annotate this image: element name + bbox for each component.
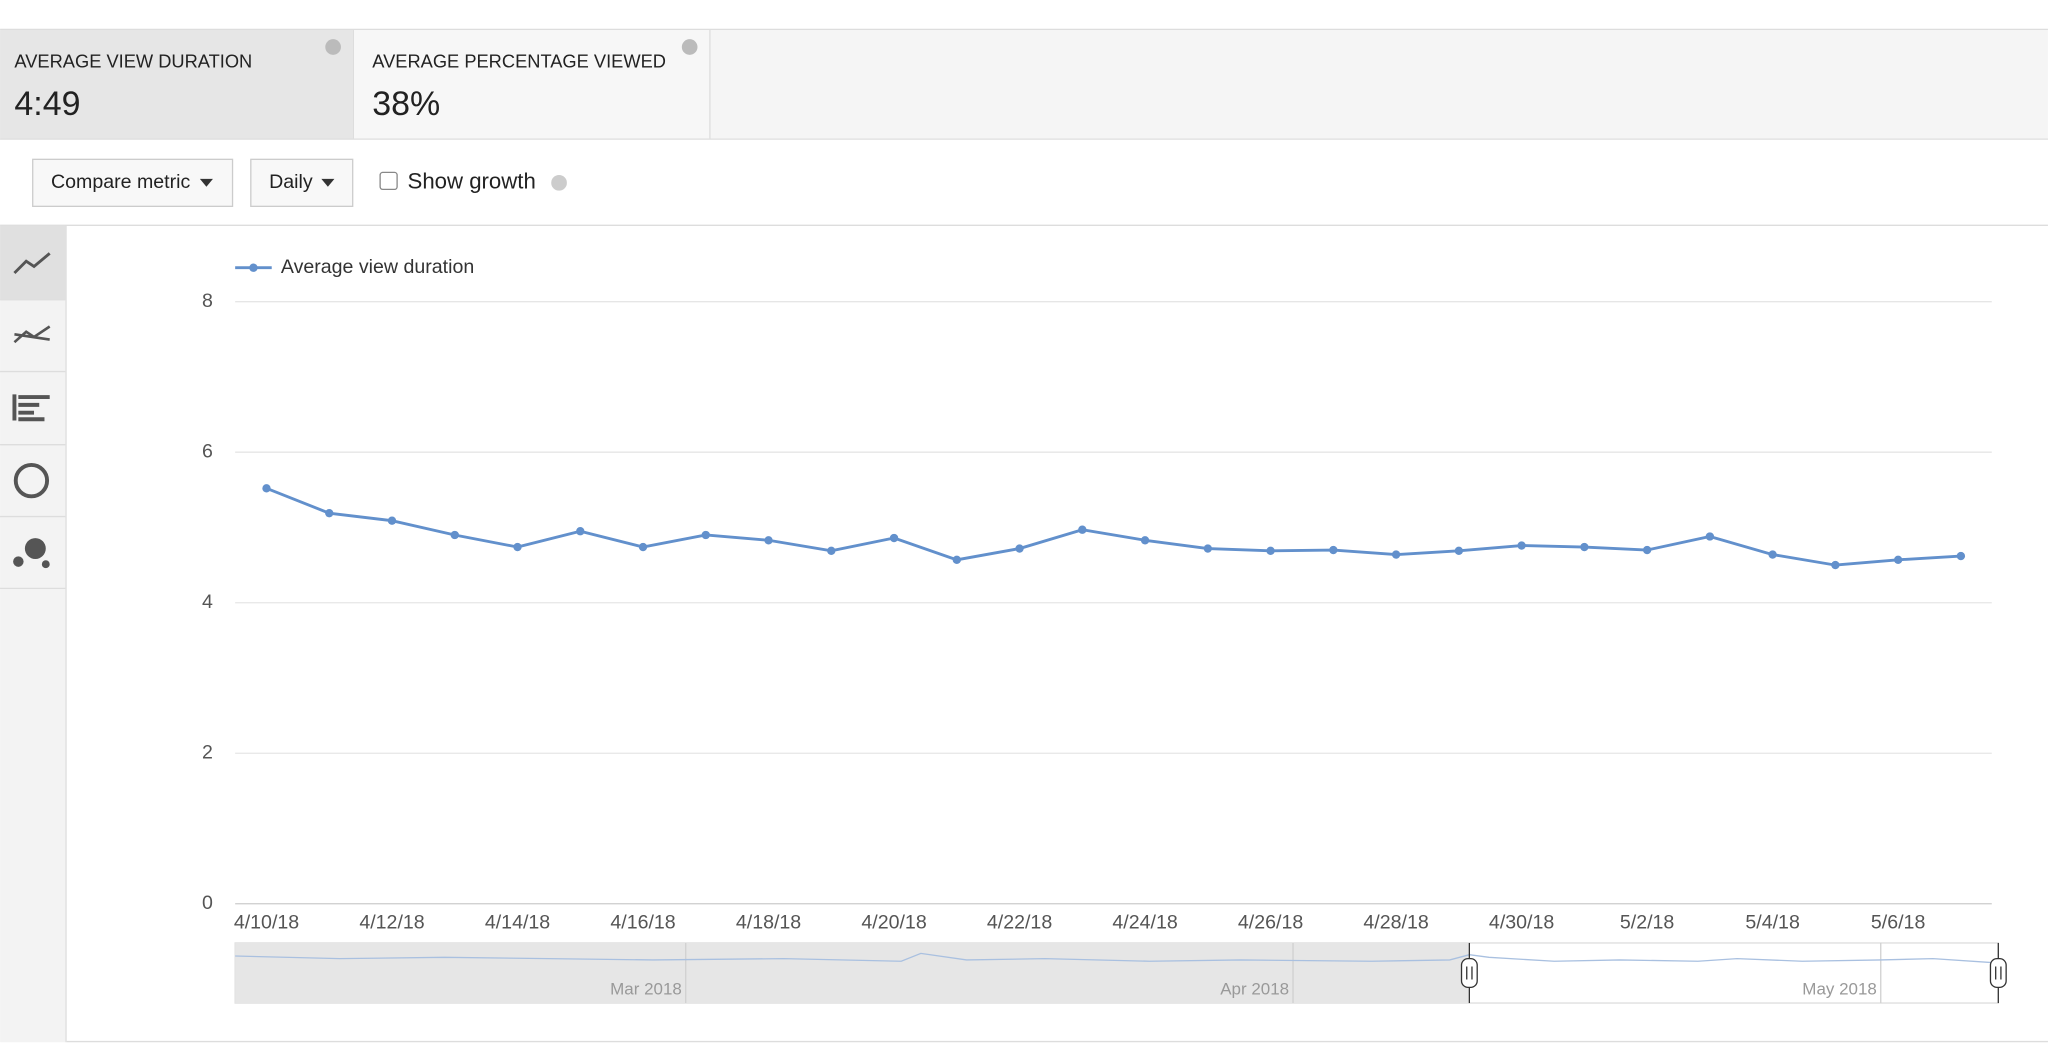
data-point bbox=[1140, 536, 1150, 545]
x-tick-label: 4/20/18 bbox=[861, 912, 926, 934]
navigator-trend bbox=[235, 952, 1992, 964]
top-strip bbox=[0, 0, 2048, 29]
data-point bbox=[513, 542, 522, 552]
metric-label: AVERAGE PERCENTAGE VIEWED bbox=[372, 51, 666, 72]
x-tick-label: 4/26/18 bbox=[1238, 912, 1303, 934]
help-icon[interactable] bbox=[681, 39, 698, 55]
navigator-label: May 2018 bbox=[1802, 979, 1877, 998]
data-point bbox=[1956, 551, 1966, 561]
metric-value: 38% bbox=[372, 85, 440, 123]
x-tick-label: 5/4/18 bbox=[1745, 912, 1800, 934]
icon-bubble[interactable] bbox=[13, 538, 50, 569]
x-tick-label: 5/2/18 bbox=[1620, 912, 1675, 934]
data-point bbox=[576, 527, 585, 536]
data-point bbox=[1329, 545, 1338, 555]
x-tick-label: 4/14/18 bbox=[485, 912, 550, 934]
navigator-label: Apr 2018 bbox=[1220, 979, 1289, 998]
x-tick-label: 4/16/18 bbox=[610, 912, 675, 934]
data-point bbox=[1768, 550, 1777, 559]
data-point bbox=[1642, 545, 1652, 555]
icon-map[interactable] bbox=[13, 462, 50, 499]
caret bbox=[321, 178, 335, 187]
metric-tab[interactable] bbox=[352, 30, 710, 139]
metric-tab-active[interactable] bbox=[0, 30, 353, 139]
legend-marker bbox=[249, 263, 258, 272]
sidebar-dividers bbox=[0, 299, 66, 590]
data-point bbox=[450, 530, 459, 540]
y-tick-label: 2 bbox=[202, 741, 213, 763]
legend-label: Average view duration bbox=[281, 256, 474, 278]
y-tick-label: 8 bbox=[202, 290, 213, 312]
x-tick-label: 4/12/18 bbox=[359, 912, 424, 934]
data-point bbox=[701, 530, 710, 540]
chart-type-line-active[interactable] bbox=[0, 225, 66, 300]
data-point bbox=[1705, 532, 1715, 541]
button-label: Daily bbox=[269, 171, 313, 193]
x-tick-label: 5/6/18 bbox=[1871, 912, 1926, 934]
help-icon[interactable] bbox=[551, 175, 567, 191]
data-point bbox=[1203, 544, 1213, 553]
navigator-label: Mar 2018 bbox=[610, 979, 682, 998]
x-tick-label: 4/28/18 bbox=[1363, 912, 1428, 934]
metric-value: 4:49 bbox=[14, 85, 80, 123]
y-tick-label: 0 bbox=[202, 892, 213, 914]
plot: 0 2 4 6 8 4/10/18 4/12/18 4/14/18 4/16/18 4/18/18… bbox=[202, 256, 1992, 934]
data-point bbox=[764, 536, 773, 545]
data-point bbox=[1266, 546, 1275, 555]
data-point bbox=[889, 533, 899, 543]
data-point bbox=[1580, 542, 1589, 552]
data-point bbox=[1015, 544, 1024, 553]
data-point bbox=[1078, 525, 1087, 534]
navigator-handle[interactable] bbox=[1989, 942, 2007, 1004]
growth-checkbox[interactable] bbox=[379, 171, 398, 191]
x-tick-label: 4/10/18 bbox=[234, 912, 299, 934]
x-tick-label: 4/18/18 bbox=[736, 912, 801, 934]
data-point bbox=[1391, 550, 1401, 559]
data-point bbox=[387, 516, 397, 525]
data-point bbox=[1517, 541, 1526, 550]
data-point bbox=[1893, 555, 1903, 565]
icon-line-chart[interactable] bbox=[13, 252, 51, 274]
navigator-dividers bbox=[685, 942, 1882, 1004]
icon-compare-chart[interactable] bbox=[13, 325, 51, 344]
navigator-mask bbox=[235, 942, 1470, 1004]
metric-label: AVERAGE VIEW DURATION bbox=[14, 51, 252, 72]
icon-bar-chart[interactable] bbox=[12, 394, 50, 422]
data-point bbox=[827, 546, 836, 555]
y-tick-label: 4 bbox=[202, 591, 213, 613]
navigator-handle[interactable] bbox=[1460, 942, 1478, 1004]
data-point bbox=[1454, 546, 1464, 555]
interval-button[interactable] bbox=[250, 158, 354, 208]
button-label: Compare metric bbox=[51, 171, 190, 193]
compare-button[interactable] bbox=[32, 158, 234, 208]
caret bbox=[199, 178, 213, 187]
x-tick-label: 4/24/18 bbox=[1112, 912, 1177, 934]
data-point bbox=[1831, 560, 1840, 570]
x-tick-label: 4/30/18 bbox=[1489, 912, 1554, 934]
data-point bbox=[638, 542, 648, 552]
y-tick-label: 6 bbox=[202, 440, 213, 462]
x-tick-label: 4/22/18 bbox=[987, 912, 1052, 934]
data-point bbox=[262, 484, 271, 493]
series-line bbox=[265, 487, 1961, 567]
data-point bbox=[325, 508, 334, 518]
data-point bbox=[952, 555, 961, 565]
sidebar bbox=[0, 225, 66, 1043]
help-icon[interactable] bbox=[325, 39, 341, 55]
checkbox-label: Show growth bbox=[408, 169, 536, 194]
